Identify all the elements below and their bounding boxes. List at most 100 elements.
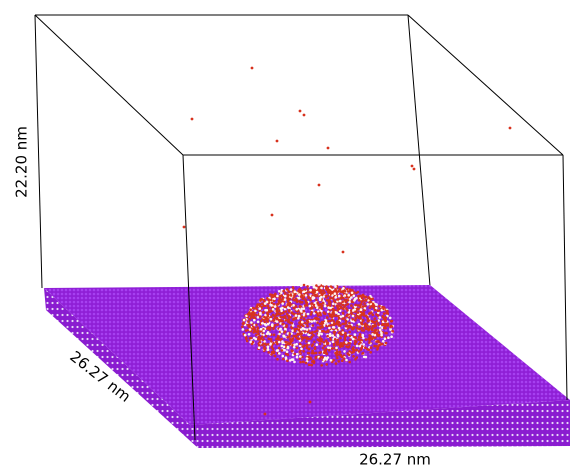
atom <box>313 340 316 344</box>
atom <box>273 297 276 301</box>
atom <box>352 355 355 358</box>
atom <box>242 321 245 325</box>
atom <box>312 360 316 364</box>
atom <box>291 329 294 333</box>
atom <box>333 330 337 334</box>
atom <box>281 298 284 301</box>
atom <box>342 357 346 360</box>
atom <box>270 213 274 217</box>
atom <box>371 337 374 341</box>
atom <box>380 331 383 335</box>
atom <box>259 313 262 316</box>
atom <box>277 290 281 293</box>
atom <box>305 346 309 350</box>
atom <box>321 301 325 305</box>
atom <box>285 343 288 347</box>
atom <box>317 318 320 321</box>
atom <box>255 333 258 337</box>
atom <box>355 356 359 359</box>
atom <box>270 340 273 343</box>
atom <box>294 297 298 301</box>
atom <box>328 326 331 330</box>
atom <box>301 355 304 359</box>
atom <box>182 225 186 229</box>
atom <box>380 333 383 337</box>
atom <box>341 329 344 332</box>
atom <box>286 299 290 303</box>
atom <box>318 342 322 346</box>
atom <box>346 302 350 306</box>
atom <box>337 360 341 363</box>
atom <box>341 359 344 363</box>
atom <box>320 332 323 336</box>
atom <box>306 320 310 323</box>
atom <box>269 343 272 346</box>
atom <box>269 338 273 341</box>
atom <box>350 291 354 295</box>
atom <box>314 351 318 355</box>
atom <box>292 304 295 307</box>
atom <box>328 324 331 328</box>
atom <box>331 307 335 311</box>
atom <box>318 311 322 315</box>
atom <box>252 331 255 334</box>
atom <box>358 328 361 331</box>
atom <box>266 322 270 326</box>
atom <box>322 341 326 344</box>
atom <box>366 319 370 323</box>
atom <box>340 306 343 310</box>
width-label: 26.27 nm <box>359 451 431 468</box>
atom <box>344 321 348 325</box>
atom <box>363 325 367 328</box>
atom <box>338 350 342 354</box>
atom <box>326 356 330 359</box>
atom <box>307 296 311 300</box>
atom <box>331 302 335 306</box>
atom <box>356 311 360 314</box>
atom <box>363 302 366 305</box>
atom <box>342 307 345 311</box>
atom <box>368 336 372 339</box>
atom <box>302 283 306 287</box>
atom <box>268 332 272 336</box>
atom <box>357 335 361 339</box>
atom <box>265 332 269 336</box>
atom <box>265 308 269 312</box>
atom <box>346 287 349 291</box>
atom <box>261 322 264 325</box>
atom <box>261 338 265 342</box>
atom <box>318 351 321 355</box>
atom <box>375 319 379 323</box>
atom <box>298 321 301 325</box>
substrate <box>44 285 570 448</box>
atom <box>385 311 388 315</box>
atom <box>276 323 280 326</box>
atom <box>371 302 375 306</box>
atom <box>278 297 282 301</box>
atom <box>332 290 336 293</box>
atom <box>247 333 251 336</box>
atom <box>296 333 299 337</box>
atom <box>281 354 285 358</box>
atom <box>297 324 300 328</box>
atom <box>355 348 358 352</box>
atom <box>275 349 279 352</box>
atom <box>332 299 336 303</box>
atom <box>360 296 364 300</box>
atom <box>304 294 308 297</box>
atom <box>319 336 322 340</box>
atom <box>354 358 357 361</box>
atom <box>326 146 330 150</box>
atom <box>333 338 337 341</box>
atom <box>321 325 324 329</box>
atom <box>336 356 339 360</box>
atom <box>302 290 306 294</box>
atom <box>378 304 381 308</box>
atom <box>359 294 362 298</box>
atom <box>508 126 512 130</box>
atom <box>373 308 377 312</box>
atom <box>263 302 267 305</box>
atom <box>315 284 318 287</box>
atom <box>360 300 364 304</box>
